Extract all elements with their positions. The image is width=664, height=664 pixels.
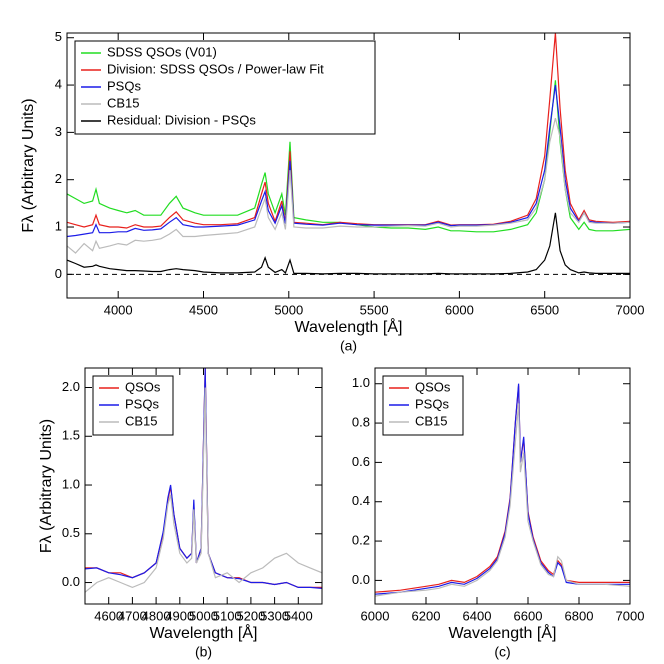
y-tick-label: 2 [55, 171, 62, 186]
y-tick-label: 1.0 [62, 476, 80, 491]
legend-label: PSQs [107, 78, 141, 93]
x-tick-label: 7000 [616, 608, 645, 623]
x-tick-label: 5200 [236, 608, 265, 623]
y-tick-label: 1.0 [352, 375, 370, 390]
y-tick-label: 0.0 [62, 574, 80, 589]
legend-label: QSOs [415, 379, 451, 394]
series-line [85, 387, 322, 593]
x-tick-label: 5000 [274, 302, 303, 317]
y-tick-label: 0 [55, 266, 62, 281]
y-axis-label: Fλ (Arbitrary Units) [38, 419, 55, 553]
plot-frame [84, 367, 323, 605]
x-axis-label: Wavelength [Å] [295, 317, 403, 336]
x-tick-label: 6000 [361, 608, 390, 623]
x-tick-label: 6000 [445, 302, 474, 317]
plot-frame [374, 367, 631, 605]
x-tick-label: 5000 [189, 608, 218, 623]
x-tick-label: 5500 [360, 302, 389, 317]
legend-label: PSQs [415, 396, 449, 411]
legend-box [74, 40, 376, 135]
legend-label: SDSS QSOs (V01) [107, 44, 217, 59]
x-tick-label: 7000 [616, 302, 645, 317]
y-tick-label: 0.8 [352, 415, 370, 430]
series-line [67, 212, 630, 275]
plot-frame [66, 32, 631, 299]
y-tick-label: 1 [55, 218, 62, 233]
panel: 4000 4500 5000 5500 6000 6500 7000 0 1 2 3 4 5 SDSS Q… [20, 29, 644, 354]
x-tick-label: 6800 [565, 608, 594, 623]
legend-label: Residual: Division - PSQs [107, 112, 256, 127]
y-tick-label: 5 [55, 29, 62, 44]
legend-label: CB15 [415, 413, 448, 428]
legend-label: CB15 [125, 413, 158, 428]
x-tick-label: 4500 [189, 302, 218, 317]
x-tick-label: 4700 [118, 608, 147, 623]
x-tick-label: 5300 [260, 608, 289, 623]
x-axis-label: Wavelength [Å] [150, 623, 258, 642]
series-line [375, 403, 630, 597]
y-tick-label: 4 [55, 76, 62, 91]
legend-label: CB15 [107, 95, 140, 110]
legend-label: Division: SDSS QSOs / Power-law Fit [107, 61, 324, 76]
x-tick-label: 4000 [104, 302, 133, 317]
panel-caption: (b) [195, 644, 212, 660]
x-axis-label: Wavelength [Å] [449, 623, 557, 642]
x-tick-label: 6200 [412, 608, 441, 623]
x-tick-label: 5400 [284, 608, 313, 623]
y-tick-label: 0.2 [352, 533, 370, 548]
y-tick-label: 0.5 [62, 525, 80, 540]
x-tick-label: 6500 [530, 302, 559, 317]
y-tick-label: 3 [55, 124, 62, 139]
y-tick-label: 0.6 [352, 454, 370, 469]
x-tick-label: 4800 [142, 608, 171, 623]
x-tick-label: 5100 [213, 608, 242, 623]
y-tick-label: 0.4 [352, 493, 370, 508]
series-line [85, 368, 322, 589]
x-tick-label: 6400 [463, 608, 492, 623]
y-tick-label: 2.0 [62, 379, 80, 394]
x-tick-label: 4600 [94, 608, 123, 623]
x-tick-label: 4900 [165, 608, 194, 623]
panel-caption: (a) [340, 338, 357, 354]
panel: 6000 6200 6400 6600 6800 7000 0.0 0.2 0.4 0.6 0.8 1… [352, 367, 645, 660]
y-tick-label: 1.5 [62, 428, 80, 443]
panel-caption: (c) [494, 644, 510, 660]
y-axis-label: Fλ (Arbitrary Units) [20, 98, 37, 232]
legend-label: QSOs [125, 379, 161, 394]
y-tick-label: 0.0 [352, 572, 370, 587]
series-line [67, 118, 630, 254]
x-tick-label: 6600 [514, 608, 543, 623]
legend-label: PSQs [125, 396, 159, 411]
